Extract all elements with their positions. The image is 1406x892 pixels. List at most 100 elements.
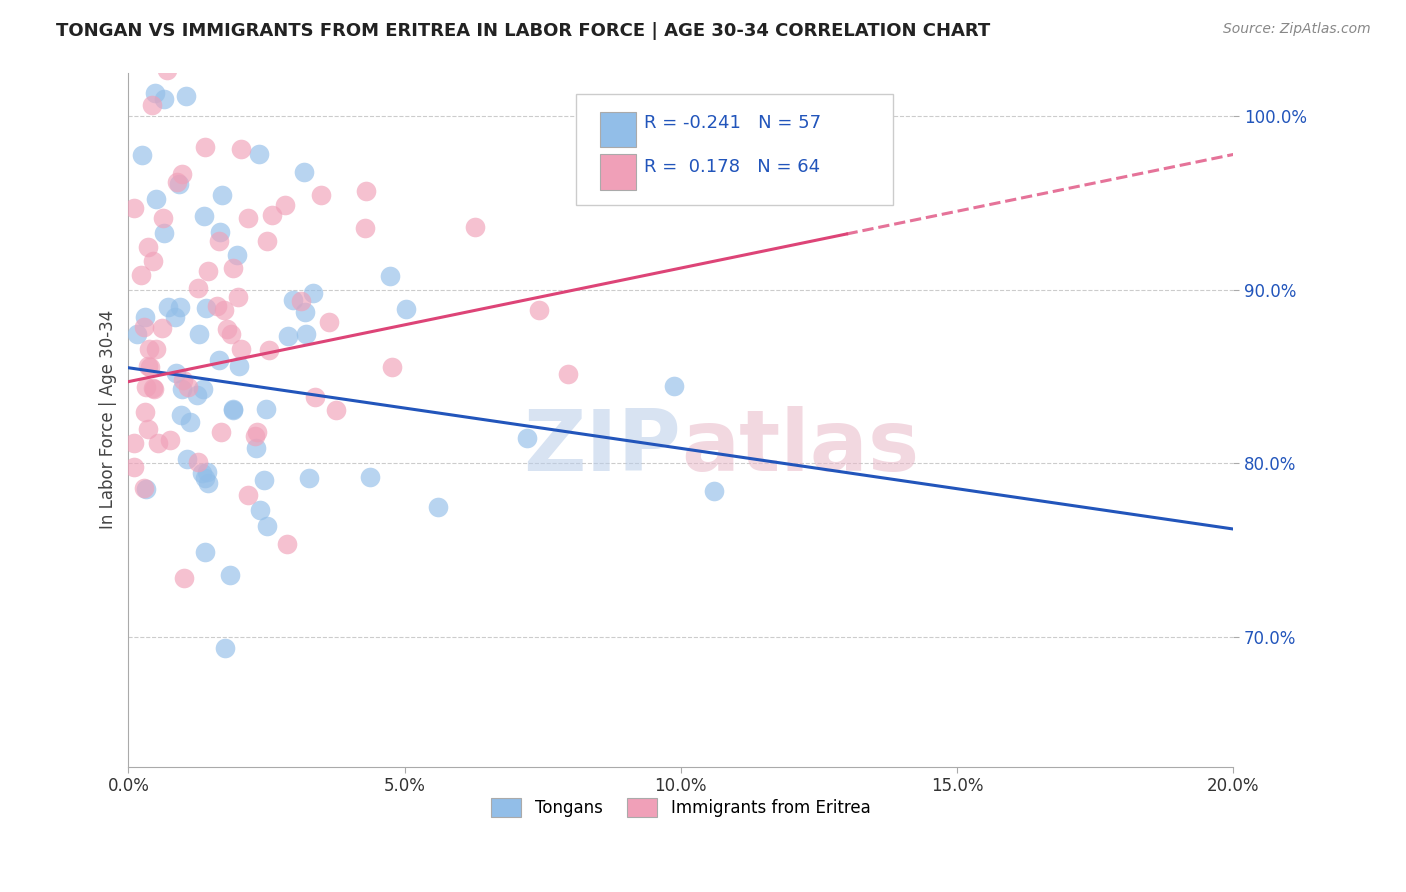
Point [169,301,191,315]
Point [217,322,239,336]
Point [426,500,449,514]
Point [136,240,159,254]
Point [209,425,232,440]
Point [211,188,233,202]
Point [131,148,153,162]
Point [238,211,260,226]
Point [135,482,157,496]
Point [527,303,550,318]
Text: R =  0.178   N = 64: R = 0.178 N = 64 [644,158,820,176]
Point [186,388,208,402]
Point [163,310,186,325]
Point [145,343,167,357]
Point [122,436,145,450]
Point [277,329,299,343]
Point [226,248,249,262]
Point [256,234,278,248]
Point [221,261,243,276]
Point [226,290,249,304]
Point [219,326,242,341]
Point [311,188,333,202]
Point [132,320,155,334]
Point [142,383,165,397]
Point [172,372,194,386]
Point [153,227,176,241]
Point [245,442,267,456]
Point [145,192,167,206]
Point [136,359,159,373]
Point [122,459,145,474]
Point [254,401,277,416]
Point [662,379,685,393]
Point [252,473,274,487]
Point [136,422,159,436]
Point [214,641,236,656]
Point [166,175,188,189]
Point [208,225,231,239]
Point [146,435,169,450]
Point [176,452,198,467]
Point [142,253,165,268]
Point [236,487,259,501]
Point [260,209,283,223]
Point [122,201,145,215]
Point [159,433,181,447]
Y-axis label: In Labor Force | Age 30-34: In Labor Force | Age 30-34 [100,310,117,529]
Point [325,403,347,417]
Point [194,471,217,485]
Point [135,379,157,393]
Point [304,391,326,405]
Point [153,92,176,106]
Point [218,567,240,582]
Point [228,359,250,373]
Point [290,294,312,309]
Point [139,360,162,375]
Point [134,404,156,418]
Point [516,431,538,445]
Point [249,503,271,517]
Legend: Tongans, Immigrants from Eritrea: Tongans, Immigrants from Eritrea [485,791,877,824]
Point [195,465,218,479]
Point [170,167,193,181]
Point [205,300,228,314]
Point [176,380,198,394]
Text: TONGAN VS IMMIGRANTS FROM ERITREA IN LABOR FORCE | AGE 30-34 CORRELATION CHART: TONGAN VS IMMIGRANTS FROM ERITREA IN LAB… [56,22,990,40]
Point [193,209,215,223]
Point [354,220,377,235]
Text: atlas: atlas [681,406,920,489]
Point [191,466,214,480]
Point [359,469,381,483]
Point [703,483,725,498]
Point [295,327,318,342]
Point [191,382,214,396]
Point [247,147,270,161]
Point [229,143,252,157]
Point [208,234,231,248]
Point [166,366,188,380]
Point [229,342,252,356]
Point [173,571,195,585]
Point [381,359,404,374]
Point [354,184,377,198]
Point [195,301,218,315]
Point [129,268,152,283]
Point [125,326,148,341]
Point [187,455,209,469]
Point [395,302,418,317]
Point [157,300,180,314]
Point [167,178,190,192]
Point [141,97,163,112]
Point [212,303,235,318]
Point [150,321,173,335]
Point [134,310,156,325]
Point [176,89,198,103]
Point [392,45,415,59]
Point [243,429,266,443]
Point [197,476,219,491]
Point [194,139,217,153]
Point [208,353,231,368]
Point [152,211,174,225]
Point [302,285,325,300]
Point [273,197,295,211]
Text: ZIP: ZIP [523,406,681,489]
